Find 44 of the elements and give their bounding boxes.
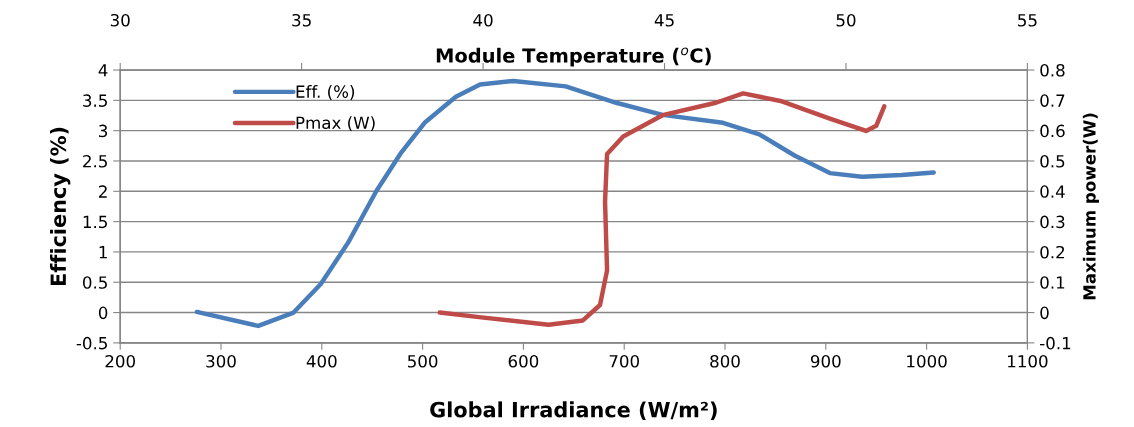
y-tick-label: 0 — [98, 306, 108, 320]
x2-tick-label: 55 — [1018, 14, 1037, 27]
y-tick-label: -0.5 — [76, 336, 107, 350]
y2-tick-label: 0.1 — [1040, 276, 1065, 289]
y2-tick-label: 0.7 — [1040, 94, 1065, 107]
x-tick-label: 500 — [407, 354, 438, 368]
y-tick-label: 1 — [99, 246, 107, 259]
x2-tick-label: 40 — [473, 13, 493, 27]
y-tick-label: 1.5 — [83, 215, 107, 229]
x-tick-label: 900 — [810, 354, 841, 368]
y-tick-label: 0.5 — [82, 276, 107, 289]
y2-tick-label: 0.3 — [1040, 215, 1065, 229]
x-tick-label: 700 — [609, 354, 639, 368]
y-tick-label: 3 — [99, 124, 108, 138]
y2-tick-label: -0.1 — [1040, 336, 1071, 350]
y-tick-label: 4 — [98, 64, 108, 77]
y2-tick-label: 0.8 — [1040, 63, 1065, 77]
x2-tick-label: 35 — [292, 13, 311, 27]
line-series — [437, 91, 887, 327]
x2-tick-label: 45 — [654, 14, 674, 27]
y-tick-label: 2 — [99, 185, 107, 198]
line-series — [194, 78, 936, 329]
y-tick-label: 2.5 — [83, 154, 107, 168]
x-axis-title: Global Irradiance (W/m²) — [430, 401, 717, 420]
x-tick-label: 1100 — [1008, 354, 1048, 368]
legend-label: Eff. (%) — [296, 85, 355, 100]
legend-label: Pmax (W) — [296, 116, 375, 132]
x-tick-label: 1000 — [907, 354, 947, 368]
y2-tick-label: 0.4 — [1040, 185, 1065, 198]
x-tick-label: 300 — [206, 354, 236, 368]
x-tick-label: 600 — [508, 354, 539, 368]
x-tick-label: 200 — [105, 354, 135, 368]
y2-tick-label: 0.6 — [1040, 124, 1065, 138]
y-tick-label: 3.5 — [83, 94, 107, 107]
y2-tick-label: 0 — [1040, 306, 1049, 320]
y2-axis-title: Maximum power(W) — [1082, 113, 1099, 300]
x2-tick-label: 30 — [110, 13, 130, 27]
y2-tick-label: 0.5 — [1040, 154, 1065, 168]
x-tick-label: 400 — [306, 354, 337, 368]
x-tick-label: 800 — [710, 354, 740, 368]
y2-tick-label: 0.2 — [1040, 245, 1065, 259]
y-axis-title: Efficiency (%) — [50, 127, 71, 286]
x2-axis-title: Module Temperature ($^{o}$C) — [436, 47, 711, 67]
x2-tick-label: 50 — [836, 13, 856, 27]
